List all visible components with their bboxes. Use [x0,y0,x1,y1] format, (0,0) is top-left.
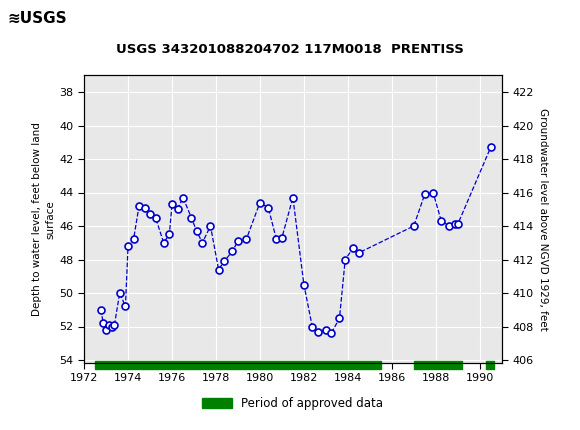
Text: ≋USGS: ≋USGS [8,11,67,26]
Y-axis label: Groundwater level above NGVD 1929, feet: Groundwater level above NGVD 1929, feet [538,108,548,331]
Y-axis label: Depth to water level, feet below land
surface: Depth to water level, feet below land su… [32,123,55,316]
FancyBboxPatch shape [6,4,75,35]
Legend: Period of approved data: Period of approved data [198,393,388,415]
Text: USGS 343201088204702 117M0018  PRENTISS: USGS 343201088204702 117M0018 PRENTISS [116,43,464,56]
